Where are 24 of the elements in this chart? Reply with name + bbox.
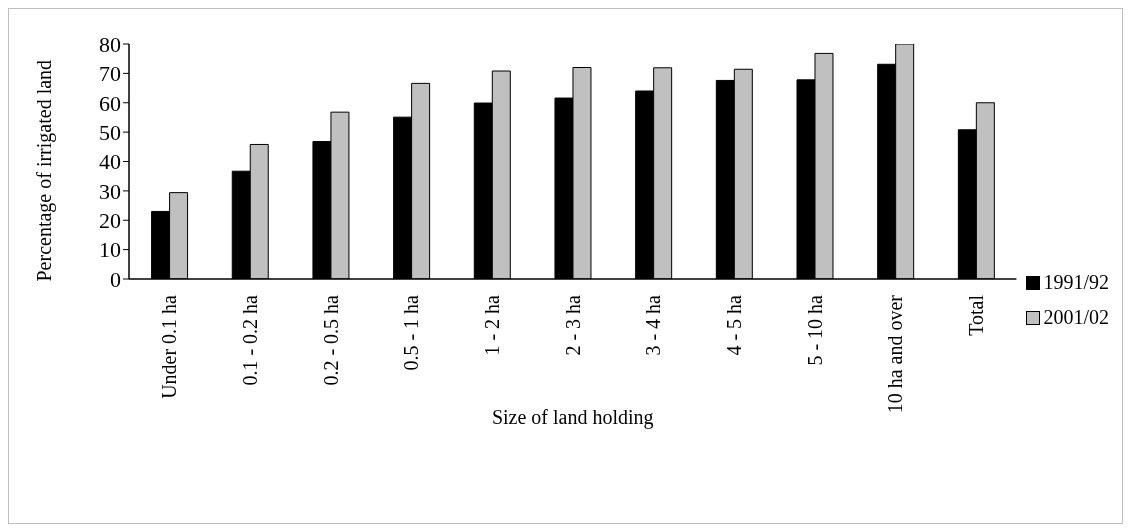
x-tick-label: 4 - 5 ha (723, 294, 746, 356)
y-tick-label: 80 (99, 31, 121, 57)
y-axis-title: Percentage of irrigated land (33, 59, 57, 282)
x-tick-label: Total (965, 294, 988, 336)
x-tick-label: Under 0.1 ha (158, 294, 181, 399)
y-tick-label: 70 (99, 61, 121, 87)
x-tick-label: 0.2 - 0.5 ha (319, 294, 342, 386)
x-tick-label: 5 - 10 ha (803, 294, 826, 366)
x-axis-title: Size of land holding (491, 406, 654, 429)
x-tick-label: 0.5 - 1 ha (400, 294, 423, 371)
x-tick-label: 2 - 3 ha (561, 294, 584, 356)
x-tick-label: 10 ha and over (884, 294, 907, 414)
y-tick-label: 60 (99, 90, 121, 116)
legend-label: 1991/92 (1043, 271, 1109, 294)
y-tick-label: 50 (99, 119, 121, 145)
y-tick-label: 30 (99, 178, 121, 204)
y-tick-label: 10 (99, 237, 121, 263)
y-tick-label: 40 (99, 149, 121, 175)
x-tick-label: 1 - 2 ha (481, 294, 504, 356)
x-tick-label: 0.1 - 0.2 ha (239, 294, 262, 386)
legend-label: 2001/02 (1043, 306, 1109, 329)
y-tick-label: 0 (110, 266, 121, 292)
y-tick-label: 20 (99, 208, 121, 234)
x-tick-label: 3 - 4 ha (642, 294, 665, 356)
